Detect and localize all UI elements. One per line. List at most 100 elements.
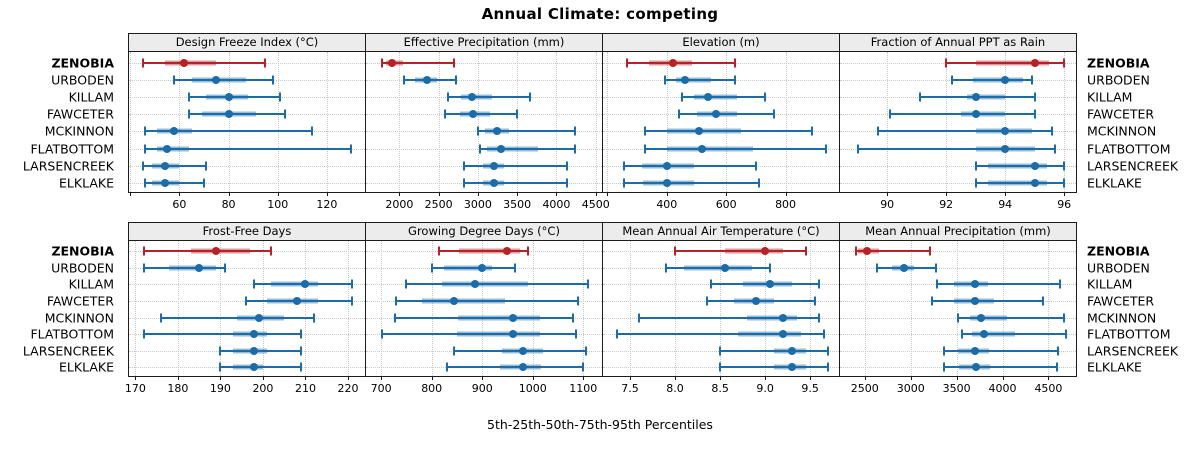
whisker-cap — [300, 329, 303, 339]
axis-tick — [135, 376, 137, 380]
axis-tick — [347, 376, 349, 380]
median-dot — [862, 247, 871, 256]
median-dot — [250, 346, 259, 355]
panel-strip-title: Fraction of Annual PPT as Rain — [870, 35, 1046, 49]
whisker-cap — [244, 296, 247, 306]
median-dot — [224, 110, 233, 119]
panel-effective-precipitation-mm-: Effective Precipitation (mm) 2000 2500 3000… — [365, 33, 610, 211]
whisker-cap — [142, 246, 145, 256]
gridline-vertical — [1064, 52, 1066, 192]
percentile-range-line — [396, 299, 579, 302]
percentile-range-line — [220, 349, 302, 352]
axis-tick-label: 8.0 — [666, 382, 684, 395]
gridline-horizontal — [840, 165, 1076, 167]
median-dot — [254, 313, 263, 322]
whisker-cap — [476, 126, 479, 136]
whisker-cap — [516, 109, 519, 119]
whisker-cap — [395, 296, 398, 306]
whisker-cap — [856, 144, 859, 154]
gridline-vertical — [726, 52, 728, 192]
axis-tick-label: 92 — [939, 198, 954, 211]
median-dot — [662, 161, 671, 170]
gridline-vertical — [864, 241, 866, 376]
median-dot — [478, 263, 487, 272]
axis-tick — [595, 192, 597, 196]
site-label: URBODEN — [1087, 72, 1150, 88]
percentile-range-line — [160, 316, 314, 319]
whisker-cap — [253, 279, 256, 289]
axis-tick — [785, 192, 787, 196]
whisker-cap — [710, 279, 713, 289]
whisker-cap — [622, 178, 625, 188]
percentile-range-line — [720, 366, 829, 369]
whisker-cap — [577, 296, 580, 306]
whisker-cap — [142, 263, 145, 273]
percentile-range-line — [616, 333, 824, 336]
whisker-cap — [173, 75, 176, 85]
whisker-cap — [453, 346, 456, 356]
percentile-range-line — [439, 250, 528, 253]
percentile-range-line — [952, 78, 1032, 81]
whisker-cap — [219, 346, 222, 356]
median-dot — [195, 263, 204, 272]
whisker-cap — [143, 178, 146, 188]
axis-tick — [607, 192, 609, 196]
site-label-column-left: ZENOBIA URBODEN KILLAM FAWCETER MCKINNON FLAT… — [0, 52, 122, 192]
axis-tick-label: 2500 — [424, 198, 453, 211]
median-dot — [250, 330, 259, 339]
gridline-vertical — [630, 241, 632, 376]
whisker-cap — [443, 109, 446, 119]
percentile-range-line — [878, 130, 1053, 133]
axis-tick — [179, 192, 181, 196]
whisker-cap — [813, 296, 816, 306]
axis-tick-label: 4500 — [1034, 382, 1063, 395]
whisker-cap — [142, 329, 145, 339]
axis-tick — [477, 192, 479, 196]
axis-tick — [556, 192, 558, 196]
median-dot — [779, 313, 788, 322]
whisker-cap — [677, 109, 680, 119]
site-label: LARSENCREEK — [22, 158, 114, 174]
panel-strip: Fraction of Annual PPT as Rain — [840, 34, 1076, 52]
gridline-vertical — [532, 241, 534, 376]
axis-tick-label: 2000 — [385, 198, 414, 211]
percentile-range-line — [946, 61, 1065, 64]
panel-strip-title: Frost-Free Days — [202, 224, 292, 238]
whisker-cap — [462, 161, 465, 171]
site-label: ELKLAKE — [59, 175, 114, 191]
percentile-range-line — [623, 164, 756, 167]
median-dot — [788, 363, 797, 372]
percentile-range-line — [943, 349, 1058, 352]
gridline-vertical — [220, 241, 222, 376]
panel-strip: Growing Degree Days (°C) — [366, 223, 602, 241]
whisker-cap — [1063, 313, 1066, 323]
whisker-cap — [818, 313, 821, 323]
gridline-vertical — [277, 52, 279, 192]
whisker-cap — [350, 144, 353, 154]
axis-tick — [583, 376, 585, 380]
median-dot — [1001, 75, 1010, 84]
whisker-cap — [526, 246, 529, 256]
percentile-range-line — [626, 61, 736, 64]
axis-tick-label: 800 — [775, 198, 797, 211]
whisker-cap — [877, 126, 880, 136]
panel-mean-annual-air-temperature-c-: Mean Annual Air Temperature (°C) 7.5 8.0 8.… — [602, 222, 840, 395]
site-label: KILLAM — [68, 89, 114, 105]
median-dot — [180, 58, 189, 67]
percentile-range-line — [144, 130, 313, 133]
median-dot — [160, 161, 169, 170]
axis-tick — [228, 192, 230, 196]
whisker-cap — [514, 263, 517, 273]
percentile-range-line — [395, 316, 574, 319]
median-dot — [1001, 127, 1010, 136]
panel-design-freeze-index-c-: Design Freeze Index (°C) 60 80 100 120 — [128, 33, 366, 211]
axis-tick-label: 3000 — [896, 382, 925, 395]
whisker-cap — [942, 346, 945, 356]
panel-strip-title: Mean Annual Precipitation (mm) — [865, 224, 1051, 238]
site-label: LARSENCREEK — [1087, 343, 1179, 359]
whisker-cap — [1063, 178, 1066, 188]
gridline-vertical — [607, 52, 609, 192]
whisker-cap — [462, 178, 465, 188]
site-label: MCKINNON — [1087, 123, 1157, 139]
